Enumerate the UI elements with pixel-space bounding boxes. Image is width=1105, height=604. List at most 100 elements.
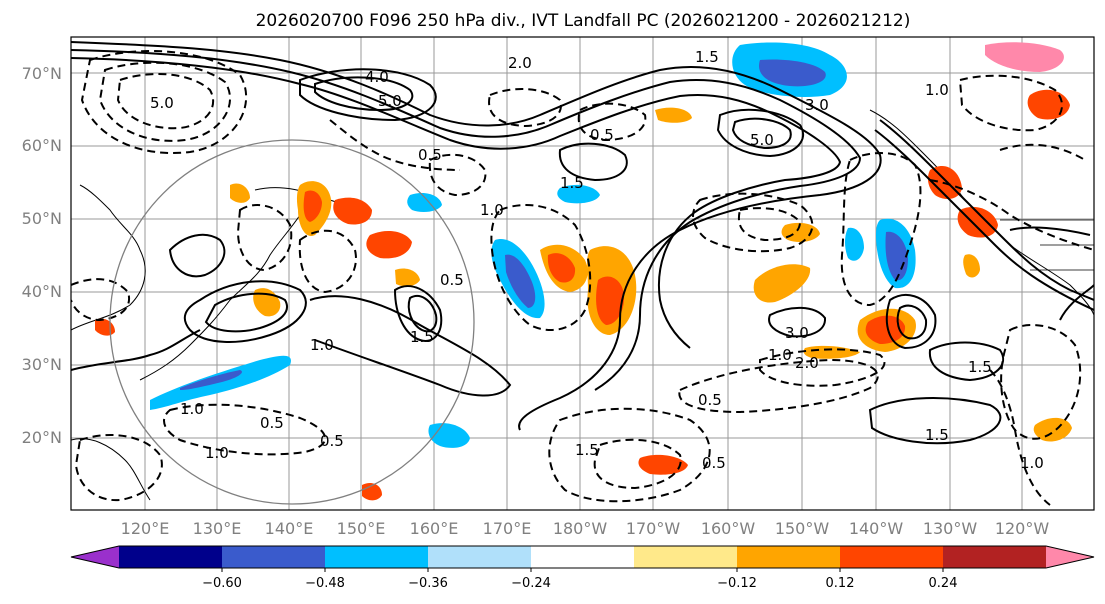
div-contour-dashed	[80, 50, 248, 154]
contour-label: 4.0	[365, 68, 389, 86]
contour-label: 2.0	[795, 354, 819, 372]
div-contour-dashed	[74, 434, 163, 502]
div-contour-dashed	[577, 102, 647, 142]
contour-label: 0.5	[440, 271, 464, 289]
div-contour-dashed	[490, 204, 592, 331]
div-fill-positive	[865, 315, 906, 344]
contour-label: 2.0	[508, 54, 532, 72]
lon-label: 120°E	[121, 519, 170, 538]
ivt-contour-solid	[1059, 284, 1094, 321]
contour-labels: 5.0 4.0 5.0 3.0 2.0 1.5 1.0 0.5 0.5 1.0 …	[150, 48, 1044, 472]
lat-label: 40°N	[22, 282, 62, 301]
colorbar-tick-label: −0.60	[202, 576, 242, 591]
lat-label: 20°N	[22, 428, 62, 447]
ivt-contour-solid	[71, 41, 882, 431]
contour-label: 0.5	[320, 432, 344, 450]
lat-label: 70°N	[22, 64, 62, 83]
contour-label: 0.5	[590, 126, 614, 144]
colorbar-tick-label: −0.24	[511, 576, 551, 591]
contour-label: 1.0	[925, 81, 949, 99]
lon-label: 140°W	[849, 519, 904, 538]
ivt-contour-solid	[309, 295, 512, 397]
colorbar-segment	[531, 546, 635, 568]
contour-label: 0.5	[702, 454, 726, 472]
contour-label: 1.5	[925, 426, 949, 444]
lat-label: 30°N	[22, 355, 62, 374]
div-contour-dashed	[329, 119, 461, 171]
lon-label: 170°E	[483, 519, 532, 538]
colorbar-extend-low	[71, 546, 119, 568]
longitude-labels: 120°E 130°E 140°E 150°E 160°E 170°E 180°…	[121, 519, 1050, 538]
div-fill-negative	[845, 227, 864, 261]
div-fill-positive	[395, 268, 420, 287]
ivt-contour-solid	[299, 68, 437, 122]
div-contour-dashed	[428, 153, 487, 197]
div-fill-negative	[759, 59, 826, 87]
ivt-contour-solid	[183, 280, 307, 343]
contour-label: 1.0	[480, 201, 504, 219]
contour-label: 5.0	[750, 131, 774, 149]
lon-label: 160°W	[701, 519, 756, 538]
div-contour-dashed	[116, 73, 215, 130]
colorbar-segment	[634, 546, 738, 568]
colorbar-tick-label: −0.36	[408, 576, 448, 591]
colorbar-tick-label: 0.24	[929, 576, 958, 591]
ivt-contour-solid	[314, 76, 414, 112]
div-fill-positive	[957, 206, 998, 238]
ivt-contour-solid	[407, 295, 438, 333]
div-fill-positive	[985, 42, 1064, 72]
div-fill-positive	[596, 276, 625, 325]
coastline-philippines	[71, 438, 151, 501]
div-contour-dashed	[593, 438, 682, 490]
figure-title: 2026020700 F096 250 hPa div., IVT Landfa…	[256, 11, 911, 31]
ivt-contour-solid	[716, 108, 805, 158]
lat-label: 60°N	[22, 136, 62, 155]
colorbar-segment	[222, 546, 326, 568]
colorbar-tick-label: −0.48	[305, 576, 345, 591]
contour-label: 1.5	[575, 441, 599, 459]
lon-label: 150°E	[337, 519, 386, 538]
div-fill-negative	[150, 355, 291, 410]
ivt-contour-solid	[731, 117, 792, 150]
div-contour-dashed	[71, 278, 131, 322]
div-contour-dashed	[989, 369, 1051, 506]
div-contour-dashed	[737, 207, 802, 242]
contour-label: 1.5	[695, 48, 719, 66]
div-dashed-contours	[71, 50, 1094, 506]
contour-label: 1.5	[410, 328, 434, 346]
div-fill-positive	[333, 197, 372, 225]
lat-label: 50°N	[22, 209, 62, 228]
colorbar-segment	[325, 546, 429, 568]
div-fill-positive	[781, 222, 820, 242]
contour-label: 1.0	[310, 336, 334, 354]
colorbar: −0.60 −0.48 −0.36 −0.24 −0.12 0.12 0.24	[70, 545, 1095, 591]
colorbar-outline	[70, 545, 1095, 569]
ivt-contour-solid	[768, 306, 827, 338]
div-fill-positive	[655, 107, 692, 123]
div-contour-dashed	[958, 74, 1064, 132]
map-frame	[70, 36, 1095, 511]
coastline-japan	[139, 214, 301, 381]
latitude-labels: 70°N 60°N 50°N 40°N 30°N 20°N	[22, 64, 62, 447]
divergence-fills	[95, 42, 1072, 501]
colorbar-tick-label: 0.12	[826, 576, 855, 591]
div-fill-positive	[366, 230, 412, 259]
lon-label: 150°W	[775, 519, 830, 538]
lon-label: 140°E	[265, 519, 314, 538]
div-contour-dashed	[488, 88, 562, 128]
lon-label: 130°E	[193, 519, 242, 538]
map-panel: 5.0 4.0 5.0 3.0 2.0 1.5 1.0 0.5 0.5 1.0 …	[22, 36, 1095, 538]
ivt-contour-solid	[874, 129, 1094, 311]
div-contour-dashed	[1000, 324, 1082, 440]
ivt-contour-solid	[71, 329, 201, 371]
div-contour-dashed	[759, 348, 886, 387]
lon-label: 180°W	[553, 519, 608, 538]
div-fill-negative	[557, 184, 600, 204]
div-fill-positive	[547, 253, 576, 283]
div-fill-positive	[1033, 417, 1072, 442]
div-fill-positive	[638, 454, 688, 475]
lon-label: 160°E	[410, 519, 459, 538]
ivt-contour-solid	[558, 142, 628, 182]
div-fill-positive	[230, 183, 250, 203]
